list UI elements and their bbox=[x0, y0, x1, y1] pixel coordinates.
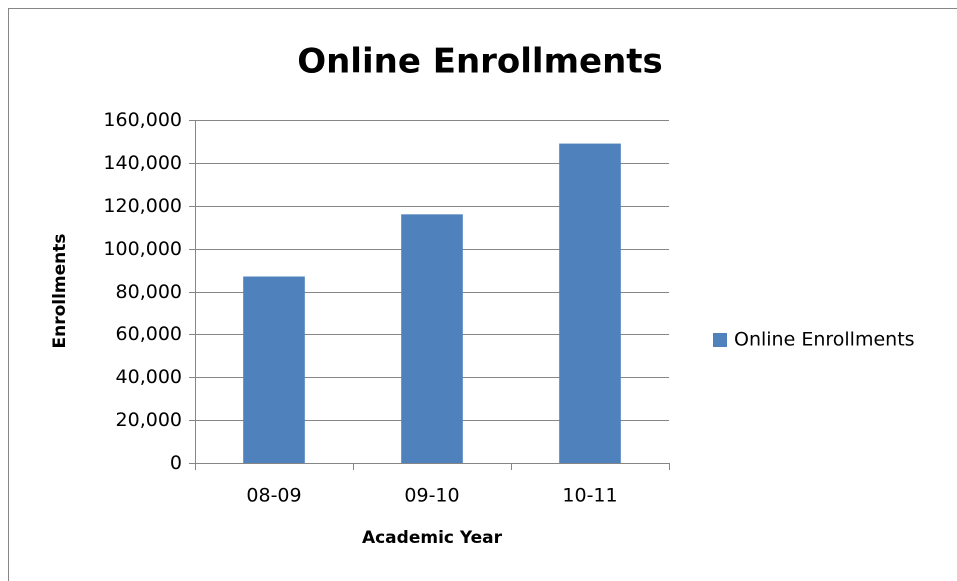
x-tick-label: 10-11 bbox=[562, 485, 617, 507]
legend-label: Online Enrollments bbox=[734, 329, 915, 351]
x-tick-label: 09-10 bbox=[404, 485, 459, 507]
y-tick-label: 20,000 bbox=[116, 409, 182, 431]
x-axis-title: Academic Year bbox=[362, 528, 503, 548]
bar bbox=[243, 276, 305, 463]
bar bbox=[559, 143, 621, 464]
y-tick-label: 40,000 bbox=[116, 366, 182, 388]
bar bbox=[401, 214, 463, 463]
y-tick-label: 160,000 bbox=[103, 109, 182, 131]
y-tick-label: 140,000 bbox=[103, 152, 182, 174]
x-tick-label: 08-09 bbox=[246, 485, 301, 507]
y-tick-label: 100,000 bbox=[103, 238, 182, 260]
y-tick-label: 120,000 bbox=[103, 195, 182, 217]
chart-frame bbox=[8, 8, 957, 581]
y-axis-title: Enrollments bbox=[50, 233, 70, 348]
chart-title: Online Enrollments bbox=[297, 42, 663, 82]
y-tick-label: 60,000 bbox=[116, 323, 182, 345]
y-tick-label: 0 bbox=[170, 452, 182, 474]
legend-swatch bbox=[713, 333, 727, 347]
y-tick-label: 80,000 bbox=[116, 281, 182, 303]
